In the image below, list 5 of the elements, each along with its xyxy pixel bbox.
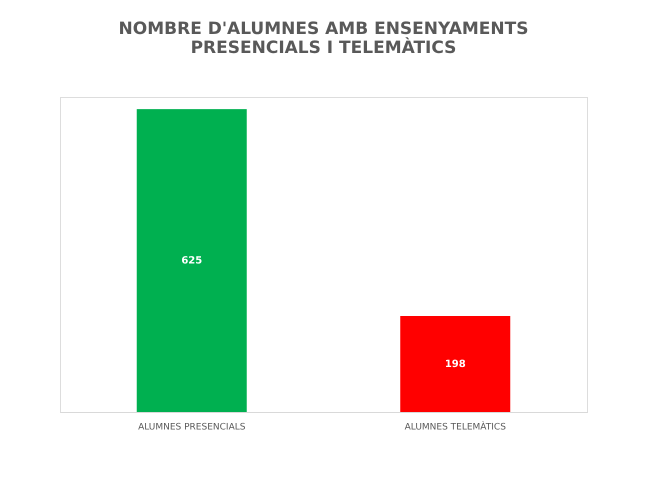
data-label: 625 [181, 256, 202, 267]
x-tick-label: ALUMNES TELEMÀTICS [404, 420, 506, 432]
text: PRESENCIALS I TELEMÀTICS [190, 38, 456, 58]
x-tick-label: ALUMNES PRESENCIALS [138, 422, 246, 432]
data-label: 198 [444, 359, 466, 370]
